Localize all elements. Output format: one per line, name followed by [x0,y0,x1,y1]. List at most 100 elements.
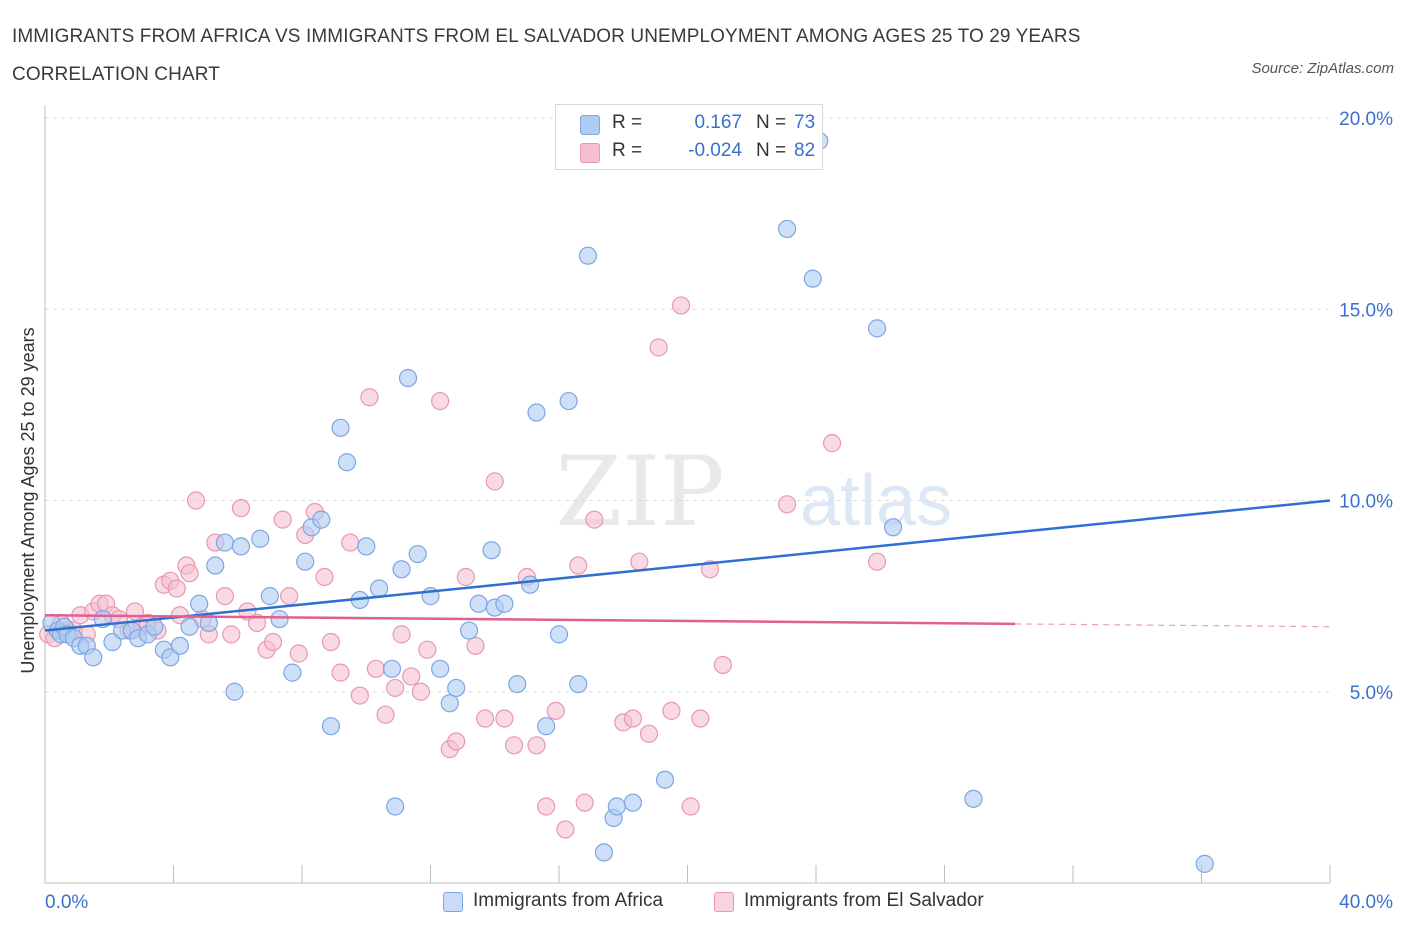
africa-point [357,537,376,556]
el-salvador-point [822,434,842,453]
el-salvador-point [681,797,700,816]
y-tick-label: 5.0% [1350,683,1393,704]
el-salvador-point [630,552,649,571]
el-salvador-r-label: R = [612,140,643,161]
x-tick-label: 40.0% [1339,892,1393,913]
africa-point [270,609,289,629]
africa-point [337,453,357,472]
africa-point [190,594,209,613]
el-salvador-point [331,663,350,682]
el-salvador-trend-line-extension [1015,623,1331,628]
africa-point [803,269,822,288]
africa-legend-label: Immigrants from Africa [473,890,664,911]
el-salvador-point [691,709,710,728]
africa-point [392,560,411,579]
el-salvador-point [366,659,385,678]
africa-point [508,674,527,694]
africa-r-label: R = [612,112,643,133]
el-salvador-point [247,613,267,633]
africa-point [578,246,598,265]
series-legend: Immigrants from Africa Immigrants from E… [0,888,1406,918]
el-salvador-point [662,701,681,720]
el-salvador-point [537,797,556,816]
el-salvador-point [376,705,395,724]
africa-point [180,617,199,636]
el-salvador-point [386,678,405,698]
el-salvador-point [289,644,308,663]
el-salvador-point [231,499,251,518]
el-salvador-point [402,667,421,686]
el-salvador-point [466,636,485,655]
africa-point [296,552,315,571]
africa-point [215,533,234,552]
el-salvador-point [527,736,546,755]
africa-point [1195,854,1214,873]
el-salvador-point [504,736,524,755]
el-salvador-point [180,564,199,583]
el-salvador-point [186,491,206,510]
africa-point [520,575,540,594]
y-tick-label: 10.0% [1339,492,1393,513]
el-salvador-n-label: N = [756,140,787,161]
el-salvador-swatch [580,143,600,163]
africa-point [398,369,418,388]
el-salvador-trend-line [44,614,1016,626]
el-salvador-point [649,338,668,357]
el-salvador-point [575,793,594,812]
africa-point [370,579,389,598]
africa-point [312,510,331,529]
africa-point [225,682,244,701]
el-salvador-point [280,587,299,606]
africa-point [777,219,797,239]
el-salvador-point [273,510,292,529]
source-label: Source: ZipAtlas.com [1251,60,1394,77]
africa-point [447,678,466,698]
correlation-legend: R = 0.167 N = 73 R = -0.024 N = 82 [555,104,823,170]
el-salvador-point [867,552,887,571]
el-salvador-point [315,567,334,587]
africa-point [170,636,190,655]
el-salvador-point [431,391,450,411]
africa-point [537,717,556,736]
africa-point [440,694,459,713]
africa-point [655,770,675,789]
el-salvador-point [167,579,186,598]
africa-point [206,556,225,575]
el-salvador-point [392,625,411,644]
y-axis-label: Unemployment Among Ages 25 to 29 years [18,327,38,673]
el-salvador-point [585,510,604,529]
el-salvador-point [495,709,514,728]
y-tick-label: 20.0% [1339,109,1393,130]
africa-point [283,663,302,682]
africa-point [594,843,614,862]
el-salvador-legend-label: Immigrants from El Salvador [744,890,984,911]
chart-title: IMMIGRANTS FROM AFRICA VS IMMIGRANTS FRO… [12,26,1081,85]
el-salvador-n-value: 82 [794,140,816,161]
africa-n-value: 73 [794,112,816,133]
africa-point [527,403,546,422]
el-salvador-point [671,296,691,315]
watermark: ZIP [555,436,724,548]
africa-swatch [580,115,600,135]
africa-point [251,529,270,548]
africa-point [623,793,642,812]
el-salvador-point [639,724,659,743]
africa-point [883,518,903,537]
africa-point [469,594,488,613]
africa-point [559,391,578,411]
y-tick-label: 15.0% [1339,300,1393,321]
africa-point [145,617,164,636]
el-salvador-point [623,709,642,728]
africa-point [459,621,479,640]
el-salvador-point [411,682,430,701]
africa-point [84,648,103,667]
el-salvador-point [341,533,360,552]
el-salvador-point [546,701,565,720]
el-salvador-point [569,556,588,575]
el-salvador-point [777,495,797,514]
el-salvador-point [263,632,283,652]
africa-n-label: N = [756,112,787,133]
africa-point [331,418,350,437]
el-salvador-point [456,567,475,587]
